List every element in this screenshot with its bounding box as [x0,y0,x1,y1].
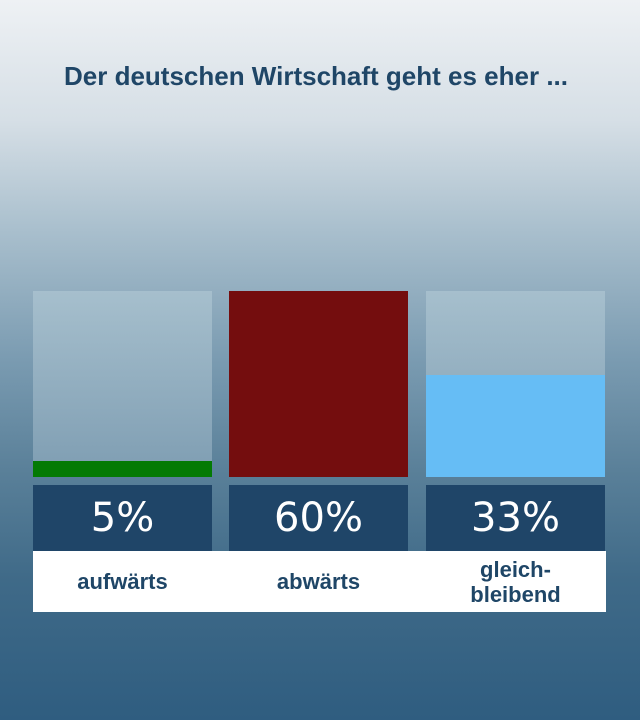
bar-track [229,291,408,477]
category-label: aufwärts [77,569,168,594]
data-label: 5% [33,485,212,551]
chart-title-text: Der deutschen Wirtschaft geht es eher ..… [63,61,568,91]
bar-track [426,291,605,477]
bar [426,375,605,477]
data-label: 60% [229,485,408,551]
bar [33,461,212,477]
chart-title: Der deutschen Wirtschaft geht es eher ..… [0,58,640,94]
category-label: gleich- bleibend [470,556,561,607]
category-label-strip [33,551,606,612]
data-label: 33% [426,485,605,551]
category-label: abwärts [276,569,361,594]
bar-track [33,291,212,477]
bar [229,291,408,477]
